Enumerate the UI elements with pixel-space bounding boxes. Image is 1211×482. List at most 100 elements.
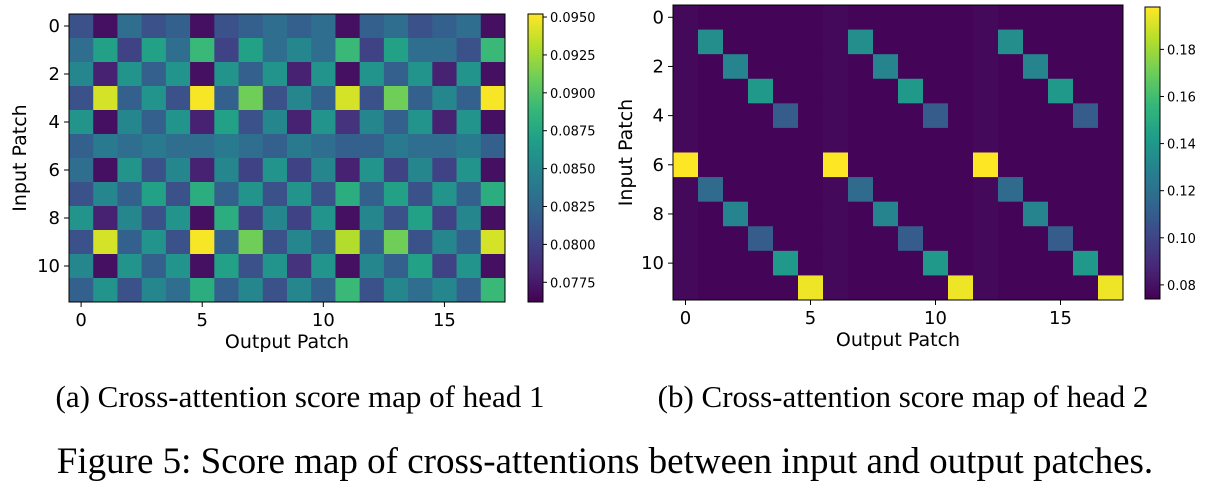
head1-colorbar-frame [527,13,544,303]
head2-cell [848,29,874,55]
head2-colorbar-segment [1145,67,1160,71]
head1-cell [165,158,191,183]
head2-cell [698,226,724,252]
head1-cell [214,134,239,159]
head1-cell [456,230,482,255]
head2-colorbar-segment [1145,145,1160,149]
head2-cell [723,201,749,227]
head2-colorbar-segment [1145,155,1160,159]
head1-cell [480,206,506,231]
head1-colorbar-segment [528,93,543,97]
head1-colorbar-segment [528,131,543,135]
head2-x-tick-label: 5 [805,308,816,329]
head2-colorbar-segment [1145,55,1160,59]
head1-cell [141,110,167,135]
head1-cell [69,62,94,87]
head1-colorbar-segment [528,95,543,99]
head1-cell [69,254,94,279]
head1-cell [141,86,167,111]
head2-cell [998,275,1024,301]
head2-colorbar-segment [1145,87,1160,91]
head1-cell [238,278,264,303]
head1-cell [93,62,118,87]
head2-colorbar-segment [1145,235,1160,239]
head2-cell [1048,152,1074,178]
head1-cell [408,254,433,279]
head2-cell [723,5,749,30]
head1-cell [262,182,288,207]
head2-cell [748,127,774,153]
head1-cell [69,134,94,159]
head1-cell [287,62,312,87]
head2-cell [1048,226,1074,252]
head2-colorbar-segment [1145,279,1160,283]
head2-colorbar-segment [1145,204,1160,208]
head1-colorbar-segment [528,83,543,87]
head2-colorbar-segment [1145,14,1160,18]
head1-cell [359,62,385,87]
head2-cell [923,29,949,55]
head1-cell [238,62,264,87]
head2-colorbar-tick-label: 0.12 [1167,185,1196,200]
head1-cell [432,182,457,207]
head2-colorbar-segment [1145,58,1160,62]
head1-colorbar-segment [528,210,543,214]
head2-colorbar-segment [1145,213,1160,217]
head2-cell [948,5,974,30]
head2-cell [798,29,824,55]
head2-cell [848,5,874,30]
head1-colorbar-segment [528,47,543,51]
head1-cell [214,110,239,135]
head1-colorbar-segment [528,222,543,226]
head2-cell [923,5,949,30]
head1-cell [214,278,239,303]
head1-cell [93,230,118,255]
head1-colorbar-segment [528,78,543,82]
head2-cell [723,29,749,55]
head2-cell [673,275,699,301]
head1-cell [335,206,361,231]
head2-cell [823,78,849,104]
head2-colorbar-segment [1145,264,1160,268]
head1-colorbar-segment [528,266,543,269]
head1-cell [287,14,312,39]
head2-cell [773,54,799,80]
head1-cell [311,110,336,135]
head1-colorbar-segment [528,114,543,118]
head1-cell [311,86,336,111]
head1-x-tick-label: 15 [433,310,456,331]
head1-cell [408,158,433,183]
head1-colorbar-segment [528,107,543,111]
head2-cell [1048,201,1074,227]
head1-colorbar-segment [528,16,543,20]
head2-cell [698,29,724,55]
head1-cell [165,182,191,207]
head2-cell [773,29,799,55]
head1-cell [93,254,118,279]
head1-cell [238,38,264,63]
head2-cell [748,103,774,129]
head1-cell [311,182,336,207]
head1-cell [311,62,336,87]
head2-cell [698,152,724,178]
head2-cell [1023,250,1049,276]
head1-colorbar-segment [528,273,543,277]
head1-colorbar-segment [528,206,543,209]
head1-cell [262,134,288,159]
head1-colorbar-segment [528,54,543,58]
head1-colorbar-tick-label: 0.0800 [550,238,596,253]
head1-cell [214,14,239,39]
head1-cell [238,86,264,111]
head2-cell [723,177,749,203]
head2-colorbar-segment [1145,45,1160,49]
head2-colorbar-segment [1145,269,1160,273]
head2-cell [973,275,999,301]
head2-cell [673,250,699,276]
head1-colorbar-segment [528,110,543,113]
head1-cell [432,14,457,39]
head1-cell [117,38,143,63]
head1-colorbar-segment [528,172,543,176]
head1-cell [335,86,361,111]
head1-cell [432,86,457,111]
head1-colorbar-segment [528,213,543,217]
